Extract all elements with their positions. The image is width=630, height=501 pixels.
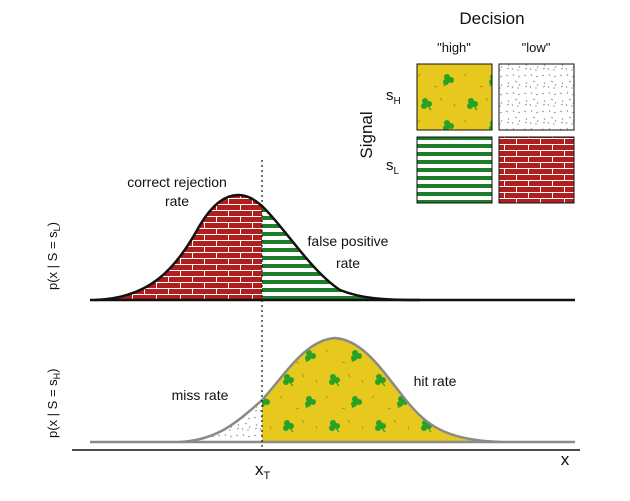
top-distribution [90, 193, 575, 302]
miss-rate-label: miss rate [172, 387, 229, 403]
decision-col-low: "low" [522, 40, 551, 55]
hit-region [262, 338, 490, 442]
legend-miss-cell [498, 63, 575, 131]
decision-title: Decision [459, 9, 524, 28]
top-curve [94, 193, 421, 302]
correct-rejection-label-line1: correct rejection [127, 174, 227, 190]
signal-row-h: sH [386, 87, 401, 107]
decision-matrix-legend: Decision "high" "low" Signal sH sL [357, 9, 575, 204]
false-positive-label-line1: false positive [308, 233, 389, 249]
correct-rejection-region [95, 195, 262, 300]
correct-rejection-label-line2: rate [165, 193, 189, 209]
legend-correct-rejection-cell [498, 136, 575, 204]
legend-false-positive-cell [416, 136, 493, 204]
hit-rate-label: hit rate [414, 373, 457, 389]
false-positive-label-line2: rate [336, 255, 360, 271]
top-ylabel: p(x | S = sL) [45, 222, 62, 290]
x-axis-label: x [561, 450, 570, 469]
threshold-label: xT [255, 460, 271, 482]
signal-row-l: sL [386, 157, 400, 177]
bottom-ylabel: p(x | S = sH) [45, 369, 62, 439]
miss-region [185, 400, 262, 442]
bottom-curve [179, 336, 501, 444]
bottom-distribution [90, 336, 575, 444]
signal-title: Signal [357, 111, 376, 158]
decision-col-high: "high" [437, 40, 471, 55]
false-positive-region [262, 206, 410, 300]
legend-hit-cell [416, 63, 493, 131]
